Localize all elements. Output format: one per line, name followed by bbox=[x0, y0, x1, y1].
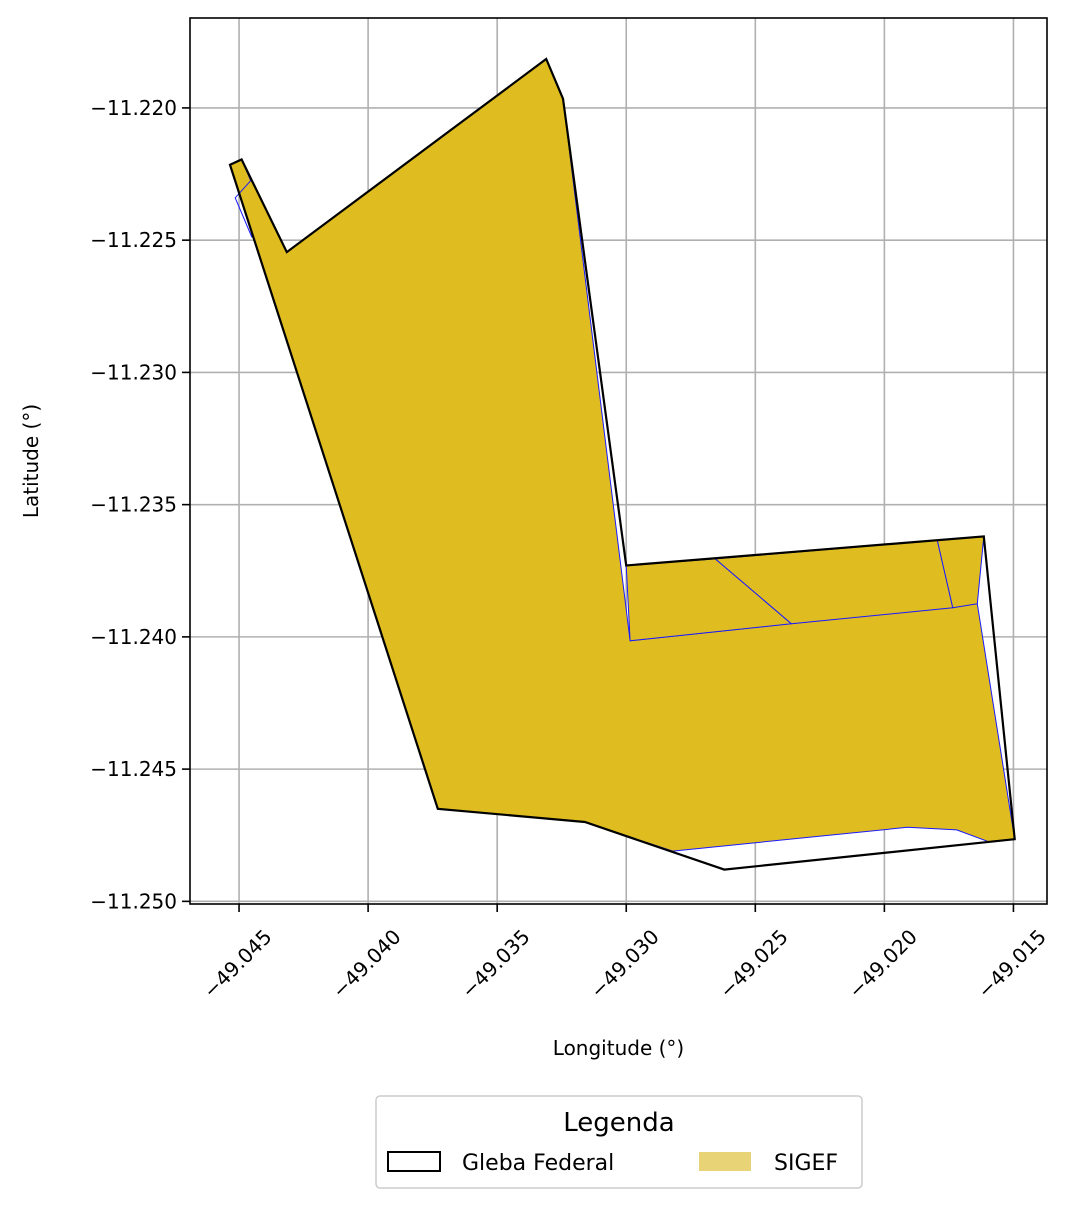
y-tick-label-6: −11.250 bbox=[90, 889, 177, 913]
y-axis-ticks: −11.220 −11.225 −11.230 −11.235 −11.240 −11.2… bbox=[90, 96, 190, 913]
y-tick-label-5: −11.245 bbox=[90, 757, 177, 781]
y-tick-label-1: −11.225 bbox=[90, 228, 177, 252]
y-tick-label-2: −11.230 bbox=[90, 360, 177, 384]
y-axis-label: Latitude (°) bbox=[19, 404, 43, 518]
legend-swatch-gleba-federal bbox=[387, 1151, 441, 1172]
y-tick-label-0: −11.220 bbox=[90, 96, 177, 120]
legend-swatch-sigef bbox=[699, 1152, 751, 1171]
legend-label-sigef: SIGEF bbox=[774, 1151, 838, 1176]
y-tick-label-3: −11.235 bbox=[90, 493, 177, 517]
legend-label-gleba-federal: Gleba Federal bbox=[462, 1151, 614, 1176]
gleba-federal-outline bbox=[228, 57, 1016, 871]
legend: Legenda Gleba Federal SIGEF bbox=[375, 1095, 863, 1189]
gleba-federal-layer bbox=[228, 57, 1016, 871]
legend-title: Legenda bbox=[563, 1108, 674, 1138]
plot-frame bbox=[189, 17, 1048, 905]
x-axis-label: Longitude (°) bbox=[553, 1036, 684, 1060]
y-tick-label-4: −11.240 bbox=[90, 625, 177, 649]
